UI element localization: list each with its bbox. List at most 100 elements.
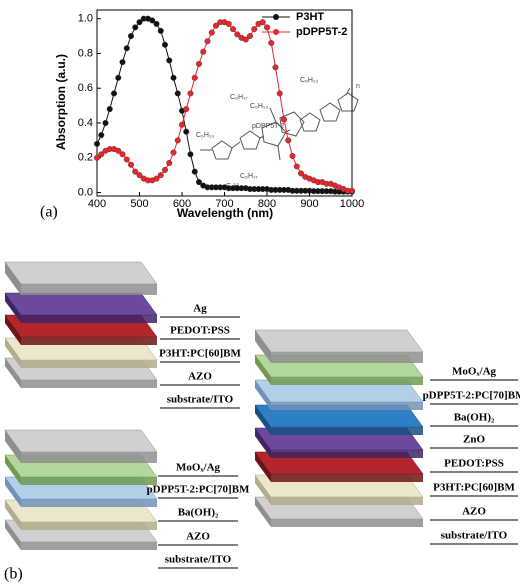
data-point [98,151,105,158]
layer-side [255,428,271,458]
data-point [178,121,185,128]
layer-label: substrate/ITO [165,554,232,566]
layer-side [5,293,21,323]
data-point [166,57,173,64]
data-point [183,128,190,135]
panel-label: (b) [4,566,23,583]
structure-label: C₈H₁₇ [230,94,248,101]
data-point [285,137,292,144]
data-point [106,106,113,113]
data-point [293,163,300,170]
layer-side [255,405,271,435]
layer-side [5,500,21,530]
structure-label: pDPP5T-2 [252,123,284,130]
legend-marker [273,14,279,20]
data-point [195,179,202,186]
layer-front [21,499,157,507]
data-point [136,172,143,179]
layer-label: Ba(OH)₂ [454,412,495,424]
layer-label: ZnO [463,434,485,446]
structure-label: C₆H₁₃ [300,77,318,84]
data-point [187,90,194,97]
layer-front [271,519,423,527]
legend-marker [273,29,279,35]
layer-label: pDPP5T-2:PC[70]BM [423,390,520,402]
layer-front [271,474,423,482]
data-point [212,22,219,29]
layer-front [21,522,157,530]
data-point [204,38,211,45]
layer-side [5,338,21,368]
data-point [170,149,177,156]
y-tick-label: 1.0 [78,13,93,25]
data-point [268,40,275,47]
x-tick-label: 1000 [340,198,364,210]
data-point [191,74,198,81]
layer-front [21,337,157,345]
data-point [161,41,168,48]
data-point [98,132,105,139]
data-point [170,74,177,81]
molecule [200,87,359,161]
y-tick-label: 0.0 [78,186,93,198]
data-point [298,170,305,177]
data-point [132,168,139,175]
layer-front [271,402,423,410]
layer-side [5,455,21,485]
x-axis-title: Wavelength (nm) [177,206,273,220]
data-point [191,168,198,175]
data-point [161,166,168,173]
layer-label: substrate/ITO [441,530,508,542]
layer-top [4,261,158,285]
data-point [123,156,130,163]
data-point [225,20,232,27]
layer-side [5,262,21,295]
layer-side [255,330,271,363]
layer-label: MoOₓ/Ag [176,462,221,474]
y-tick-label: 0.6 [78,82,93,94]
data-point [200,48,207,55]
data-point [229,26,236,33]
data-point [272,64,279,71]
data-point [119,59,126,66]
structure-label: C₆H₁₃ [196,132,214,139]
data-point [174,137,181,144]
structure-label: C₆H₁₃ [250,103,268,110]
layer-stack [4,429,158,550]
layer-side [255,355,271,385]
data-point [166,159,173,166]
layer-side [5,315,21,345]
data-point [132,24,139,31]
data-point [110,90,117,97]
data-point [93,140,100,147]
layer-label: PEDOT:PSS [444,458,504,470]
layer-front [271,377,423,385]
data-point [187,151,194,158]
layer-side [255,380,271,410]
x-tick-label: 700 [215,198,233,210]
data-point [208,29,215,36]
layer-front [271,497,423,505]
data-point [157,172,164,179]
series-line [96,18,352,193]
x-tick-label: 900 [300,198,318,210]
x-tick-label: 500 [130,198,148,210]
data-point [289,153,296,160]
layer-front [21,360,157,368]
layer-side [5,358,21,388]
data-point [264,24,271,31]
structure-label: C₈H₁₇ [240,173,258,180]
layer-front [21,477,157,485]
data-point [115,74,122,81]
x-tick-label: 400 [88,198,106,210]
layer-front [21,284,157,295]
data-point [174,90,181,97]
x-tick-label: 600 [173,198,191,210]
data-point [246,33,253,40]
layer-top [254,329,424,353]
layer-side [255,452,271,482]
layer-side [255,475,271,505]
data-point [276,90,283,97]
data-point [183,106,190,113]
data-point [234,31,241,38]
